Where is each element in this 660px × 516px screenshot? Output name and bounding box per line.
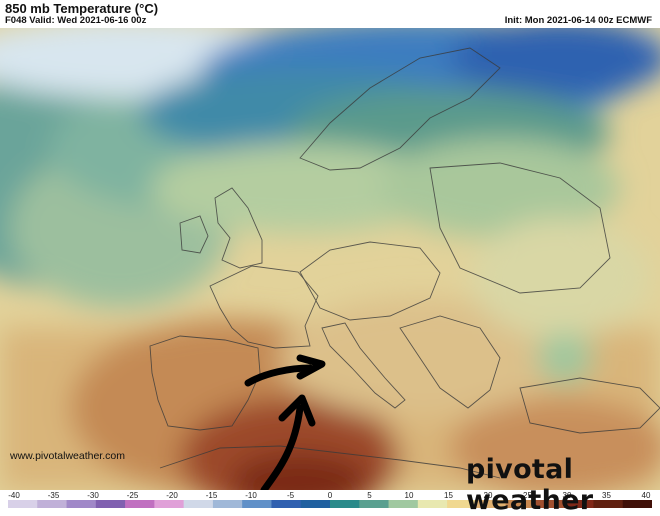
brand-logo: pivotal weather <box>466 454 594 516</box>
colorbar-segment <box>300 500 331 508</box>
colorbar-segment <box>417 500 448 508</box>
colorbar-tick-label: -40 <box>8 491 20 500</box>
valid-time: F048 Valid: Wed 2021-06-16 00z <box>5 15 147 26</box>
colorbar-tick-label: 10 <box>405 491 414 500</box>
colorbar-tick-label: -15 <box>206 491 218 500</box>
colorbar-segment <box>476 500 507 508</box>
colorbar-segment <box>37 500 68 508</box>
colorbar-segment <box>242 500 272 508</box>
colorbar-tick-label: -20 <box>166 491 178 500</box>
temperature-colorbar: -40 -35 -30 -25 -20 -15 -10 -5 0 5 10 15 20 25 30 35 40 <box>8 490 652 510</box>
colorbar-tick-label: -10 <box>245 491 257 500</box>
colorbar-segment <box>388 500 419 508</box>
colorbar-segment <box>95 500 126 508</box>
colorbar-segment <box>447 500 477 508</box>
temperature-map[interactable] <box>0 28 660 490</box>
colorbar-segment <box>622 500 652 508</box>
init-time: Init: Mon 2021-06-14 00z ECMWF <box>504 15 652 26</box>
colorbar-tick-label: 0 <box>328 491 333 500</box>
colorbar-tick-label: -25 <box>127 491 139 500</box>
colorbar-segment <box>212 500 243 508</box>
colorbar-segment <box>505 500 536 508</box>
colorbar-tick-label: 15 <box>444 491 453 500</box>
colorbar-tick-label: 5 <box>367 491 372 500</box>
colorbar-segment <box>125 500 155 508</box>
colorbar-segment <box>330 500 360 508</box>
colorbar-tick-label: 30 <box>563 491 572 500</box>
colorbar-tick-label: 20 <box>484 491 493 500</box>
colorbar-tick-label: -35 <box>48 491 60 500</box>
colorbar-tick-label: 35 <box>602 491 611 500</box>
colorbar-segment <box>8 500 38 508</box>
map-title: 850 mb Temperature (°C) <box>5 1 159 16</box>
colorbar-canvas: -40 -35 -30 -25 -20 -15 -10 -5 0 5 10 15 20 25 30 35 40 <box>8 491 652 508</box>
colorbar-tick-label: -5 <box>287 491 295 500</box>
colorbar-tick-label: 40 <box>642 491 651 500</box>
colorbar-segment <box>271 500 302 508</box>
map-canvas <box>0 28 660 490</box>
colorbar-segment <box>183 500 214 508</box>
colorbar-segment <box>564 500 594 508</box>
site-watermark: www.pivotalweather.com <box>10 450 125 462</box>
colorbar-segment <box>66 500 97 508</box>
colorbar-segment <box>154 500 185 508</box>
colorbar-segment <box>534 500 565 508</box>
colorbar-tick-label: 25 <box>523 491 532 500</box>
colorbar-tick-label: -30 <box>87 491 99 500</box>
map-header: 850 mb Temperature (°C) F048 Valid: Wed … <box>0 0 660 28</box>
colorbar-segment <box>593 500 624 508</box>
colorbar-segment <box>359 500 390 508</box>
